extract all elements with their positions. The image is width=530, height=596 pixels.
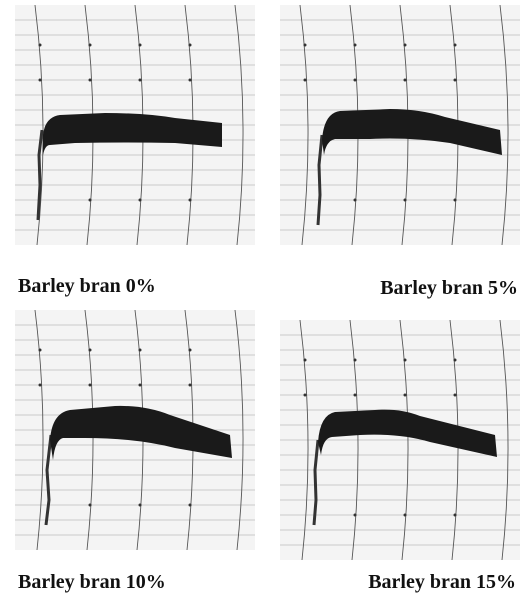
caption: Barley bran 0% [18,275,156,297]
panel [15,310,255,550]
panel [280,320,520,560]
panel [280,5,520,245]
figure: Barley bran 0% Barley bran 5% Barley bra… [0,0,530,596]
caption: Barley bran 15% [368,571,516,593]
caption: Barley bran 5% [380,277,518,299]
panel [15,5,255,245]
caption: Barley bran 10% [18,571,166,593]
